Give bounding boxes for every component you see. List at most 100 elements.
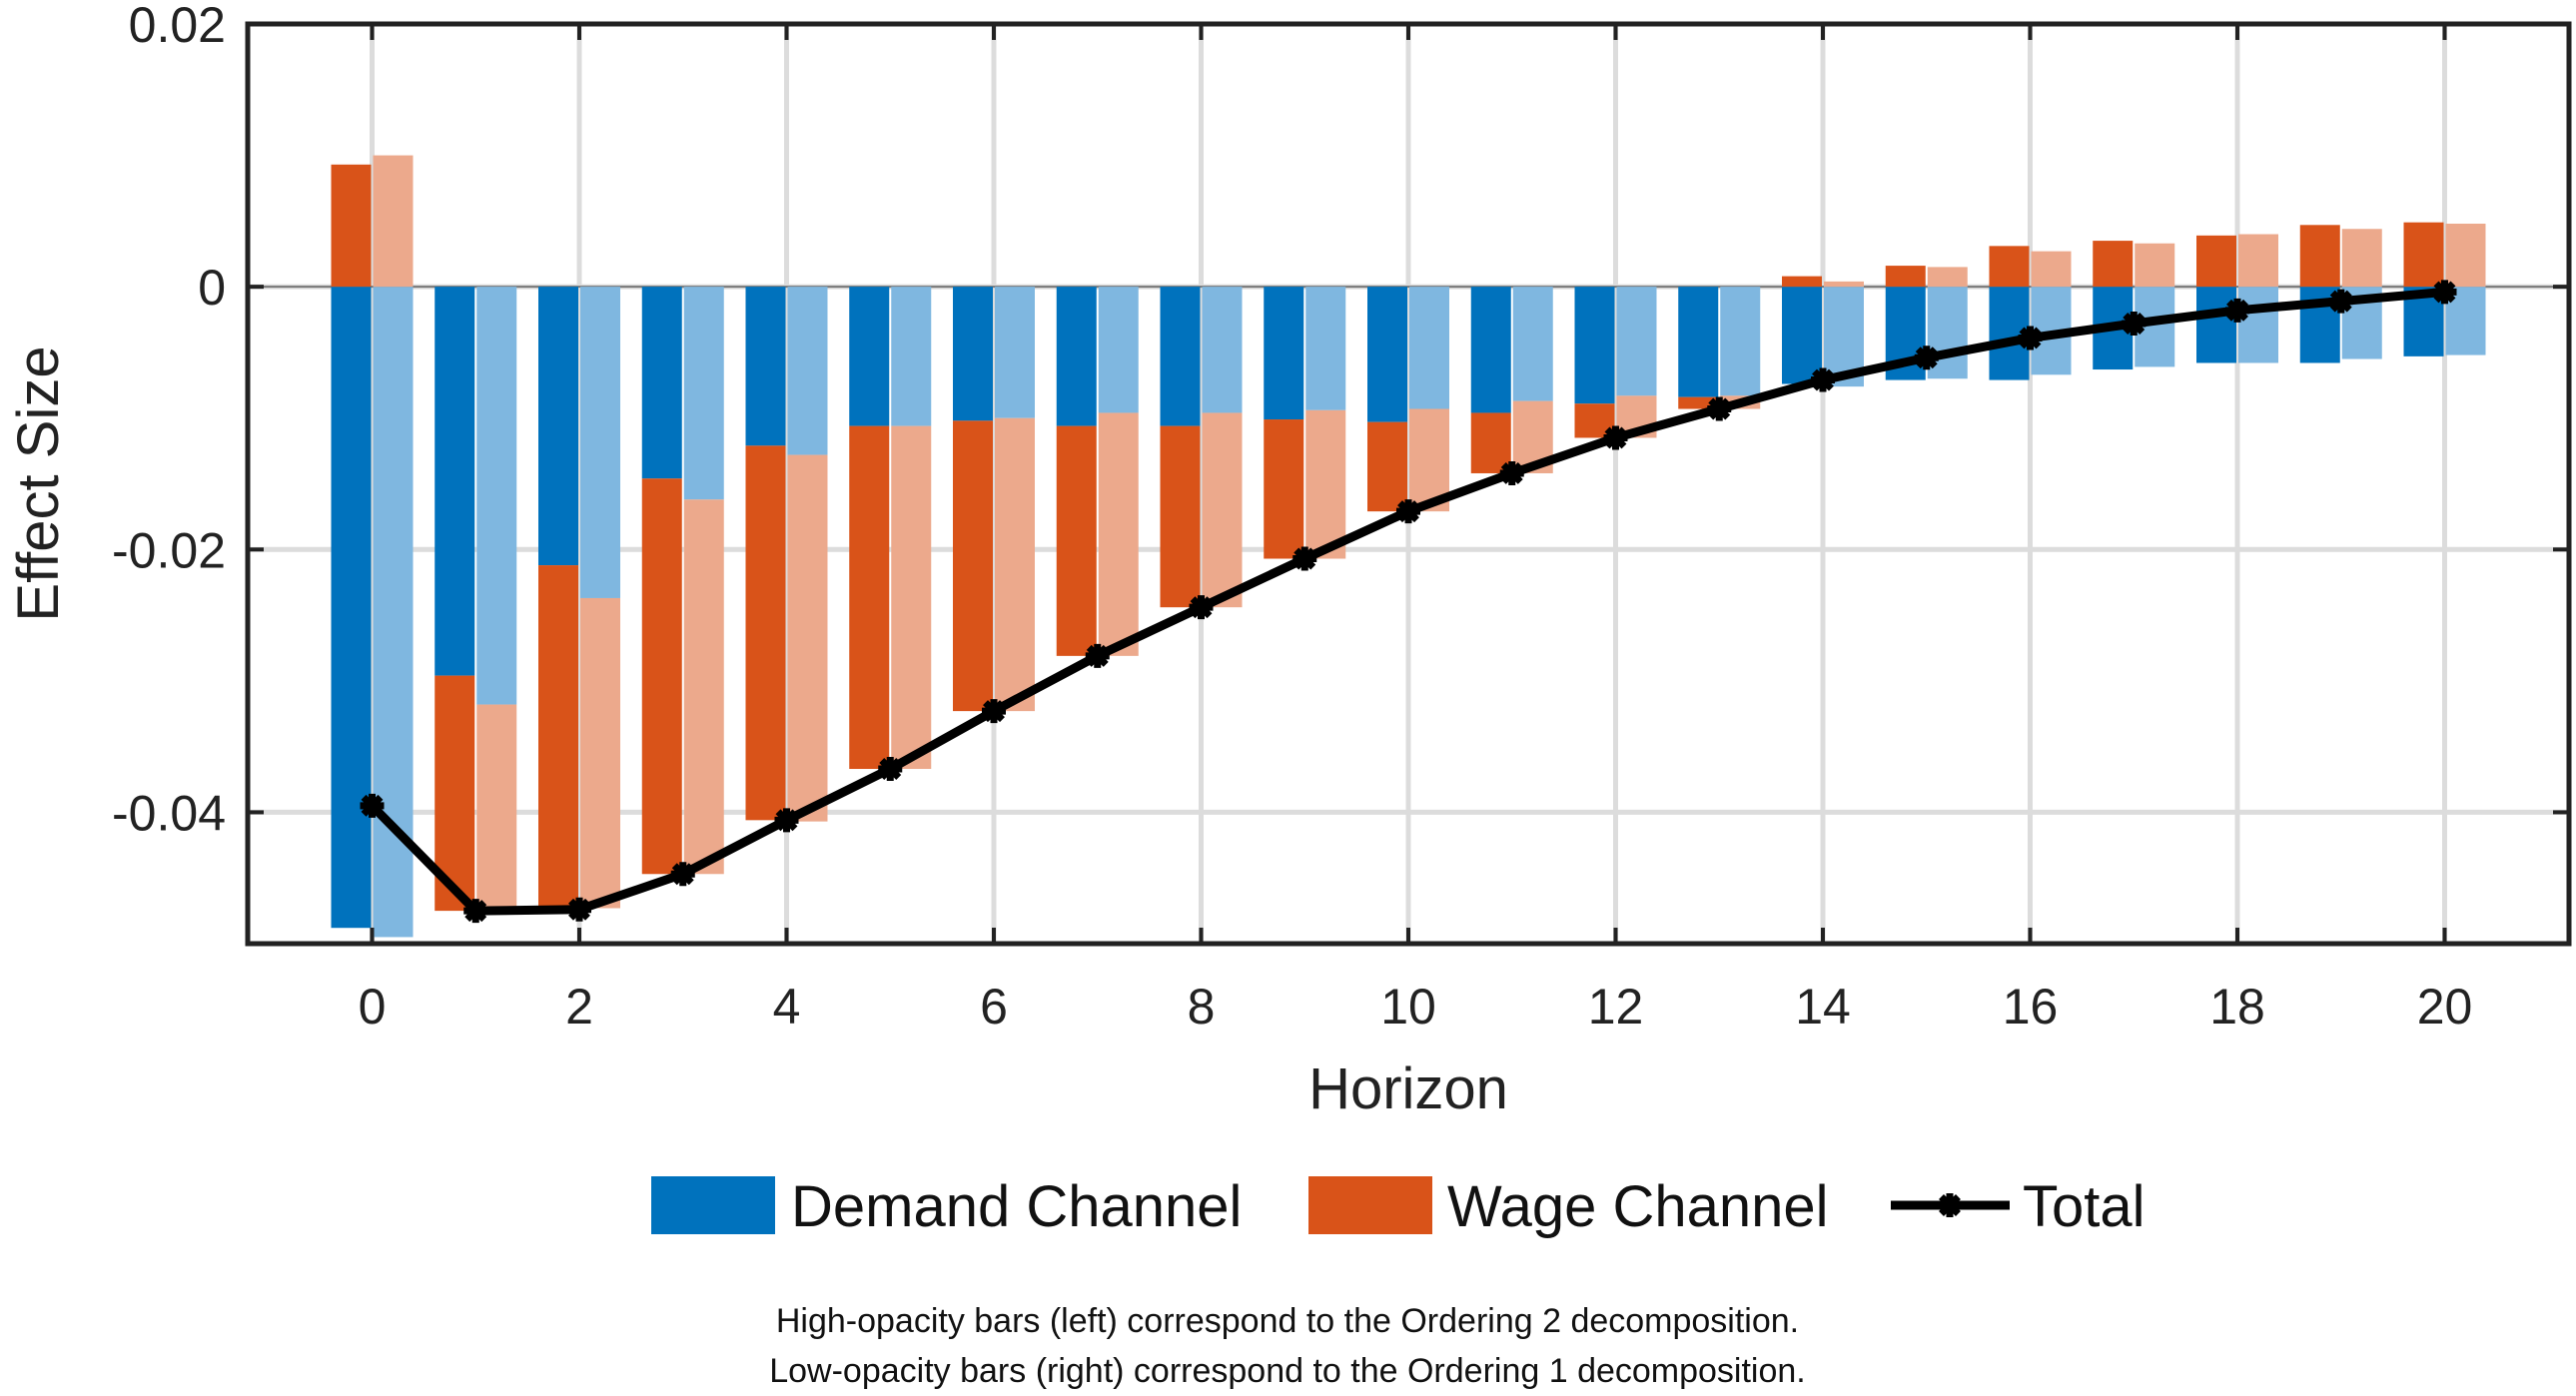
demand-channel-bar-ordering-1 <box>891 287 932 426</box>
x-tick-label: 8 <box>1188 979 1216 1035</box>
wage-channel-bar-ordering-1 <box>373 155 414 288</box>
wage-channel-bar-ordering-1 <box>2445 223 2486 288</box>
wage-channel-bar-ordering-1 <box>580 597 620 909</box>
total-marker <box>360 793 385 818</box>
demand-channel-bar-ordering-2 <box>745 287 786 446</box>
wage-channel-bar-ordering-1 <box>787 454 828 822</box>
wage-channel-bar-ordering-1 <box>2135 243 2175 288</box>
demand-channel-bar-ordering-2 <box>1574 287 1615 404</box>
demand-channel-bar-ordering-1 <box>1512 287 1553 401</box>
demand-channel-bar-ordering-2 <box>1678 287 1719 397</box>
total-marker <box>1499 460 1524 485</box>
y-tick-label: -0.02 <box>112 522 226 578</box>
wage-channel-bar-ordering-2 <box>1470 412 1511 473</box>
wage-channel-bar-ordering-1 <box>1305 409 1346 559</box>
demand-channel-bar-ordering-1 <box>787 287 828 455</box>
x-tick-label: 14 <box>1795 979 1851 1035</box>
wage-channel-bar-ordering-1 <box>2031 251 2072 288</box>
wage-channel-bar-ordering-1 <box>891 425 932 770</box>
wage-channel-bar-ordering-2 <box>538 565 578 910</box>
bar-series <box>331 155 2486 938</box>
legend-label-total: Total <box>2023 1174 2146 1239</box>
wage-channel-bar-ordering-1 <box>2341 229 2382 288</box>
demand-channel-bar-ordering-2 <box>1367 287 1407 422</box>
axis-ticks: 0 2 4 6 8 10 12 14 16 18 20 -0.04 -0.02 0 0.02 <box>112 0 2569 1035</box>
total-marker <box>2122 311 2147 336</box>
demand-channel-bar-ordering-1 <box>1305 287 1346 410</box>
wage-channel-bar-ordering-2 <box>953 420 993 712</box>
demand-channel-bar-ordering-1 <box>995 287 1035 418</box>
wage-channel-bar-ordering-1 <box>1202 412 1243 608</box>
x-tick-label: 0 <box>359 979 387 1035</box>
wage-channel-bar-ordering-2 <box>1678 396 1719 409</box>
x-tick-label: 2 <box>565 979 593 1035</box>
wage-channel-bar-ordering-2 <box>1160 425 1201 608</box>
wage-channel-bar-ordering-1 <box>683 499 724 875</box>
x-tick-label: 16 <box>2003 979 2059 1035</box>
demand-channel-bar-ordering-2 <box>1470 287 1511 413</box>
demand-channel-bar-ordering-1 <box>683 287 724 500</box>
wage-channel-bar-ordering-2 <box>745 445 786 821</box>
x-tick-label: 6 <box>980 979 1008 1035</box>
demand-channel-bar-ordering-1 <box>1202 287 1243 413</box>
footnote-ordering-2: High-opacity bars (left) correspond to t… <box>776 1302 1799 1340</box>
wage-channel-bar-ordering-1 <box>995 417 1035 712</box>
total-marker <box>1396 499 1420 524</box>
y-tick-label: -0.04 <box>112 785 226 841</box>
legend-swatch-total-marker <box>1938 1193 1962 1217</box>
total-marker <box>1189 595 1214 620</box>
wage-channel-bar-ordering-1 <box>476 704 517 912</box>
demand-channel-bar-ordering-2 <box>2196 287 2236 363</box>
demand-channel-bar-ordering-1 <box>1098 287 1139 413</box>
demand-channel-bar-ordering-1 <box>476 287 517 705</box>
legend-label-demand: Demand Channel <box>791 1174 1242 1239</box>
demand-channel-bar-ordering-2 <box>1264 287 1304 420</box>
x-tick-label: 10 <box>1380 979 1436 1035</box>
wage-channel-bar-ordering-2 <box>641 478 682 875</box>
x-axis-title: Horizon <box>1308 1056 1508 1121</box>
total-marker <box>878 757 903 782</box>
wage-channel-bar-ordering-2 <box>331 164 372 288</box>
total-marker <box>1292 546 1317 571</box>
wage-channel-bar-ordering-2 <box>2093 241 2134 288</box>
demand-channel-bar-ordering-1 <box>2238 287 2278 363</box>
x-tick-label: 20 <box>2417 979 2473 1035</box>
x-tick-label: 4 <box>773 979 801 1035</box>
wage-channel-bar-ordering-2 <box>1367 421 1407 512</box>
total-marker <box>774 808 799 833</box>
wage-channel-bar-ordering-2 <box>1989 246 2030 288</box>
x-tick-label: 12 <box>1588 979 1644 1035</box>
total-marker <box>1085 643 1110 668</box>
total-marker <box>2018 326 2043 350</box>
wage-channel-bar-ordering-2 <box>2196 235 2236 288</box>
total-marker <box>2225 298 2249 323</box>
total-marker <box>1707 396 1732 421</box>
wage-channel-bar-ordering-2 <box>1264 419 1304 559</box>
wage-channel-bar-ordering-1 <box>2238 234 2278 288</box>
wage-channel-bar-ordering-1 <box>1824 281 1864 288</box>
demand-channel-bar-ordering-1 <box>1720 287 1761 396</box>
total-marker <box>463 899 488 924</box>
total-marker <box>1914 346 1939 370</box>
demand-channel-bar-ordering-2 <box>331 287 372 929</box>
legend-swatch-demand <box>651 1176 775 1234</box>
demand-channel-bar-ordering-2 <box>1160 287 1201 426</box>
x-tick-label: 18 <box>2209 979 2265 1035</box>
legend-swatch-wage <box>1308 1176 1432 1234</box>
demand-channel-bar-ordering-2 <box>849 287 890 426</box>
total-marker <box>567 897 591 922</box>
wage-channel-bar-ordering-2 <box>1782 276 1822 288</box>
y-tick-label: 0 <box>198 260 226 316</box>
wage-channel-bar-ordering-2 <box>2403 222 2444 288</box>
wage-channel-bar-ordering-2 <box>1056 425 1097 656</box>
wage-channel-bar-ordering-2 <box>849 425 890 770</box>
demand-channel-bar-ordering-1 <box>1616 287 1657 396</box>
footnote-ordering-1: Low-opacity bars (right) correspond to t… <box>769 1352 1806 1390</box>
total-marker <box>982 699 1006 724</box>
wage-channel-bar-ordering-2 <box>1885 266 1926 288</box>
demand-channel-bar-ordering-2 <box>538 287 578 566</box>
demand-channel-bar-ordering-2 <box>641 287 682 479</box>
legend: Demand Channel Wage Channel Total <box>651 1174 2146 1239</box>
demand-channel-bar-ordering-1 <box>1409 287 1449 409</box>
